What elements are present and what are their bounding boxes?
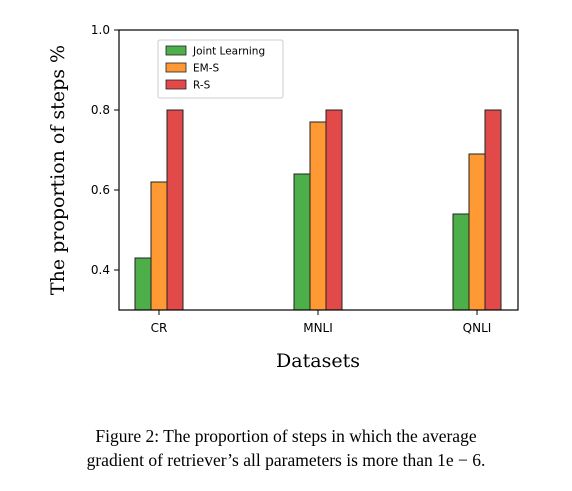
legend-label: R-S [193, 80, 211, 92]
bar-chart: 0.4 0.6 0.8 1.0 CR MNLI QNLI The proportion o… [47, 23, 519, 372]
x-tick-label: CR [151, 321, 168, 335]
legend: Joint Learning EM-S R-S [157, 39, 284, 99]
x-axis-label: Datasets [276, 350, 360, 372]
bar-joint-learning-mnli [293, 173, 311, 311]
bar-r-s-cr [166, 109, 184, 311]
legend-frame [157, 39, 284, 99]
x-tick-label: QNLI [463, 321, 492, 335]
x-ticks: CR MNLI QNLI [151, 310, 492, 335]
bar-r-s-qnli [484, 109, 502, 311]
y-ticks: 0.4 0.6 0.8 1.0 [91, 23, 119, 277]
bar-em-s-qnli [468, 153, 486, 311]
legend-swatch [165, 62, 187, 73]
bar-joint-learning-cr [134, 257, 152, 311]
bar-r-s-mnli [325, 109, 343, 311]
legend-swatch [165, 79, 187, 90]
y-tick-label: 0.6 [91, 183, 110, 197]
bar-em-s-mnli [309, 121, 327, 311]
legend-label: Joint Learning [192, 46, 265, 58]
bars-group [134, 109, 502, 311]
y-tick-label: 1.0 [91, 23, 110, 37]
figure-caption: Figure 2: The proportion of steps in whi… [0, 424, 572, 472]
bar-em-s-cr [150, 181, 168, 311]
legend-swatch [165, 45, 187, 56]
y-axis-label: The proportion of steps % [47, 45, 69, 295]
y-tick-label: 0.4 [91, 263, 110, 277]
legend-label: EM-S [193, 63, 219, 75]
y-tick-label: 0.8 [91, 103, 110, 117]
caption-line-2: gradient of retriever’s all parameters i… [86, 450, 486, 470]
caption-line-1: Figure 2: The proportion of steps in whi… [95, 426, 477, 446]
bar-joint-learning-qnli [452, 213, 470, 311]
x-tick-label: MNLI [303, 321, 333, 335]
